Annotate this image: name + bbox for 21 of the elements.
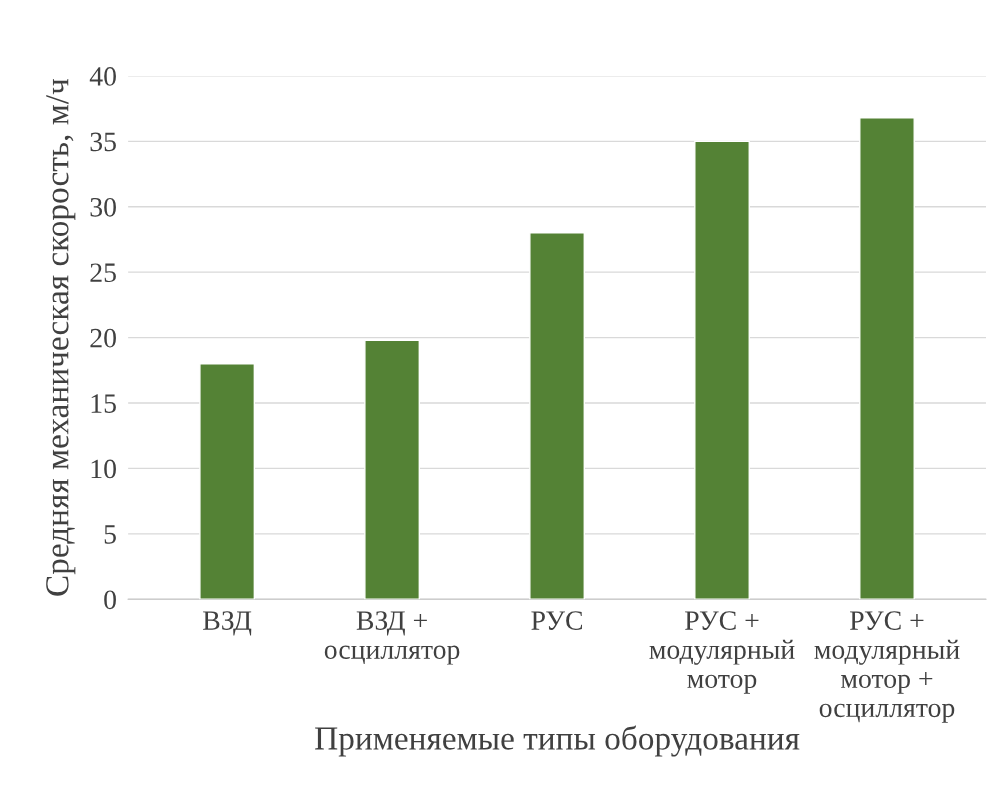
bar <box>529 232 585 600</box>
x-tick-label: ВЗД + осциллятор <box>324 611 460 665</box>
y-tick-label: 5 <box>104 525 116 544</box>
y-tick-label: 40 <box>89 67 116 86</box>
y-tick-label: 30 <box>90 197 116 217</box>
y-tick-label: 15 <box>91 394 116 413</box>
x-tick-label: РУС + модулярный мотор + осциллятор <box>814 611 960 723</box>
bar <box>199 363 256 600</box>
y-tick-label: 35 <box>90 132 116 152</box>
bar <box>859 117 915 600</box>
x-axis-title: Применяемые типы оборудования <box>315 725 800 757</box>
y-tick-label: 20 <box>90 328 116 348</box>
y-axis-title: Средняя механическая скорость, м/ч <box>46 78 76 596</box>
x-tick-label: ВЗД <box>203 611 252 636</box>
y-tick-label: 25 <box>90 263 116 283</box>
y-tick-label: 0 <box>104 590 116 610</box>
x-tick-label: РУС + модулярный мотор <box>649 611 795 694</box>
y-tick-label: 10 <box>91 459 116 479</box>
bar <box>694 140 750 600</box>
bar <box>364 339 420 600</box>
x-tick-label: РУС <box>531 611 582 630</box>
